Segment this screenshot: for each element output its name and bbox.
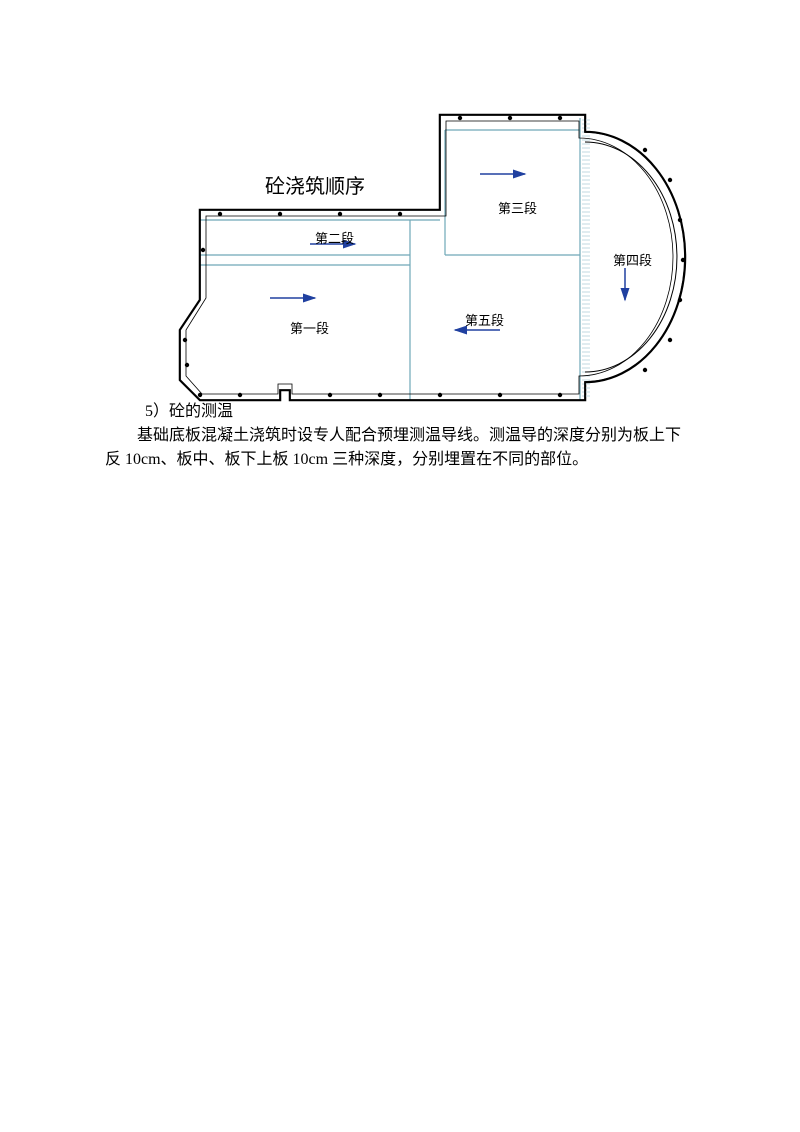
section-label-1: 第一段 (290, 318, 329, 337)
section-label-3: 第三段 (498, 198, 537, 217)
section-label-2: 第二段 (315, 228, 354, 247)
section-label-4: 第四段 (613, 250, 652, 269)
section-label-5: 第五段 (465, 310, 504, 329)
pour-sequence-diagram: 砼浇筑顺序 第一段 第二段 第三段第四段第五段 (150, 100, 690, 410)
section-body: 基础底板混凝土浇筑时设专人配合预埋测温导线。测温导的深度分别为板上下反 10cm… (105, 424, 695, 472)
diagram-title: 砼浇筑顺序 (265, 170, 365, 199)
section-heading: 5）砼的测温 (105, 400, 695, 424)
floor-plan-svg (150, 100, 690, 410)
body-text-block: 5）砼的测温 基础底板混凝土浇筑时设专人配合预埋测温导线。测温导的深度分别为板上… (105, 400, 695, 472)
